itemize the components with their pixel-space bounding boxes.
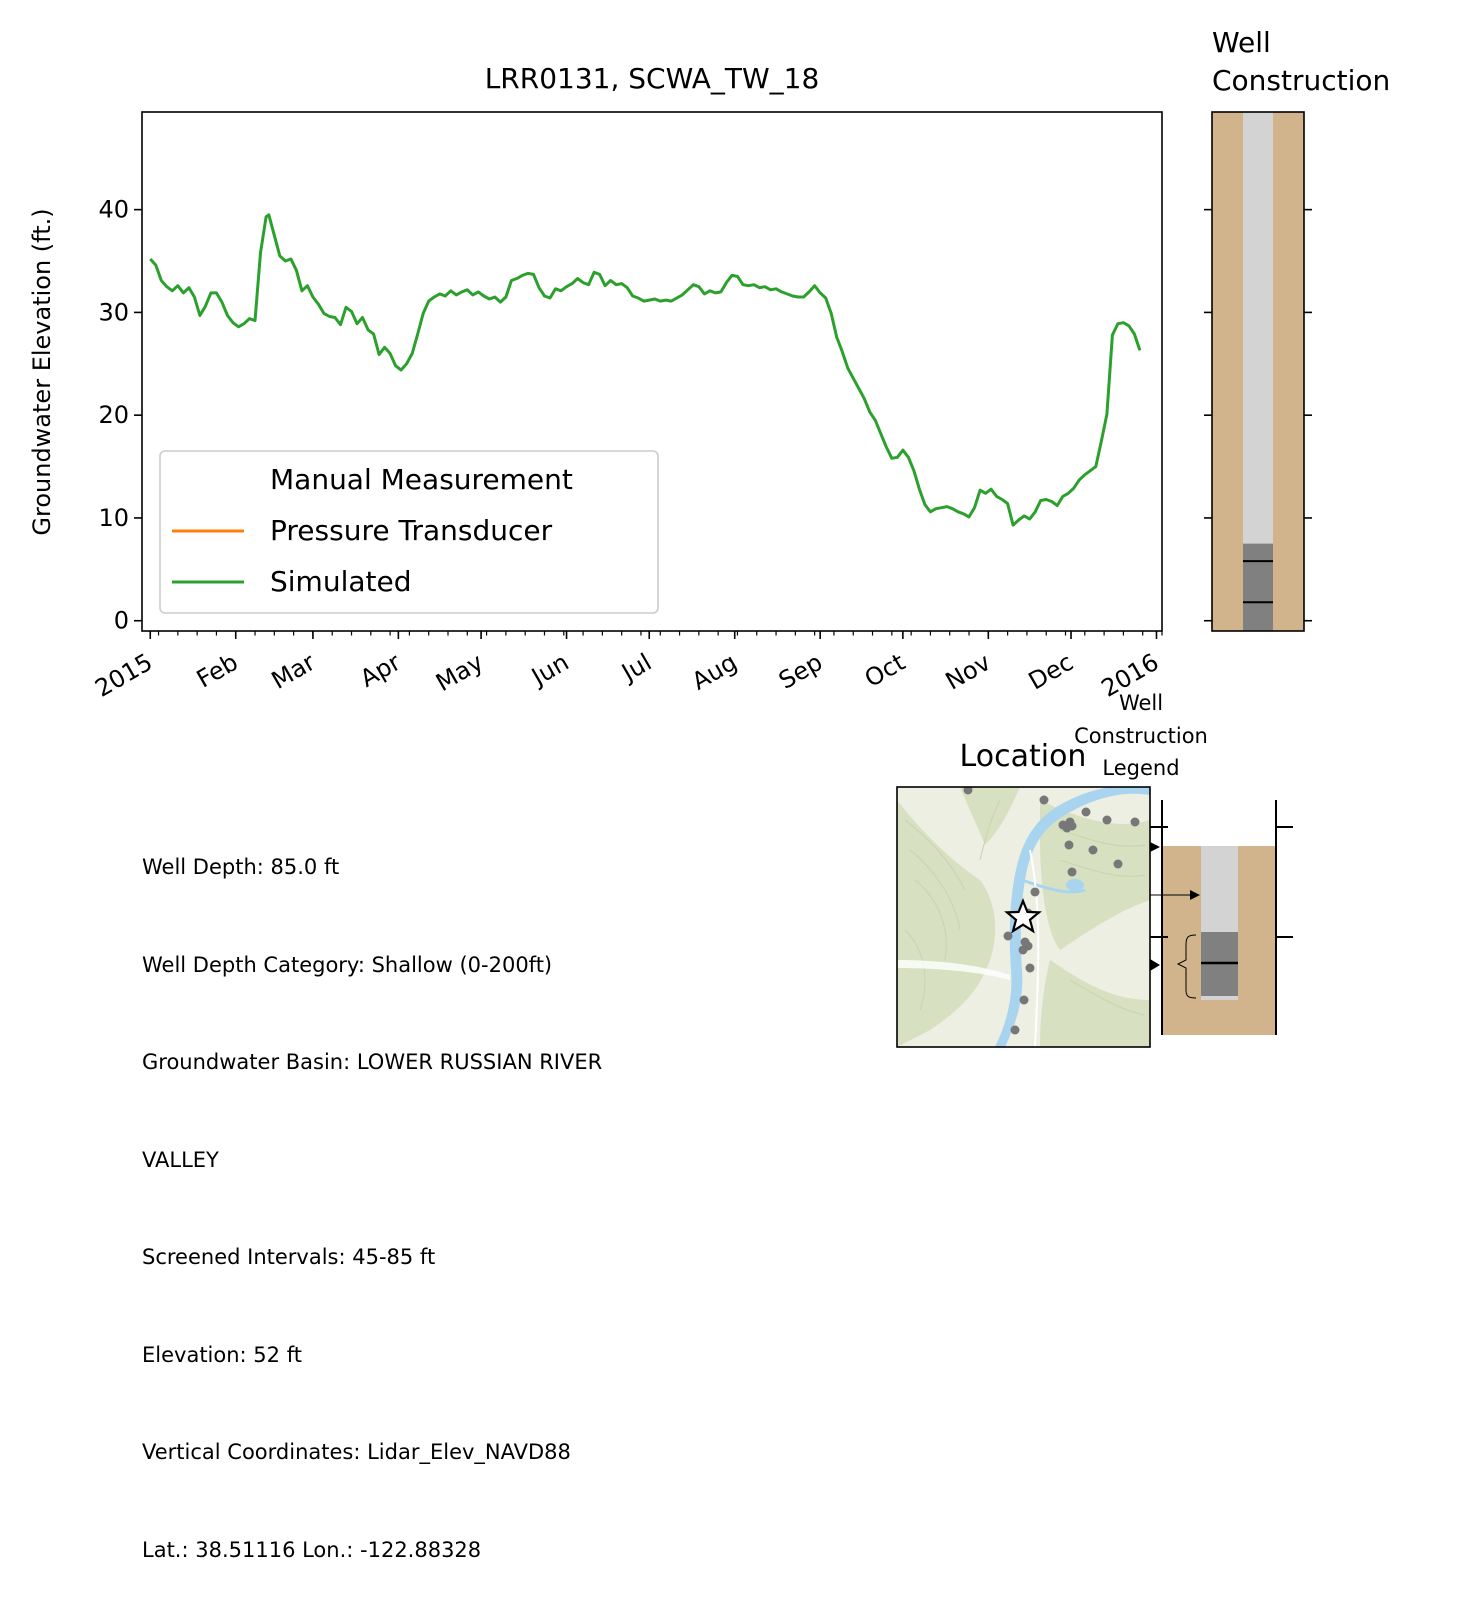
y-tick-label: 0	[114, 607, 129, 635]
map-point	[1003, 931, 1013, 941]
info-elevation: Elevation: 52 ft	[142, 1342, 302, 1367]
x-tick-label: Apr	[355, 648, 405, 693]
inset-title-line-3: Legend	[1102, 756, 1179, 780]
x-tick-label: Jul	[615, 648, 656, 688]
x-tick-label: Nov	[941, 648, 996, 696]
info-well-depth: Well Depth: 85.0 ft	[142, 855, 340, 879]
well-info: Well Depth: 85.0 ft Well Depth Category:…	[142, 786, 602, 1599]
x-tick-label: Aug	[687, 648, 742, 696]
map-point	[1062, 823, 1072, 833]
well-construction-title-line-1: Well	[1212, 26, 1271, 59]
x-tick-label: Mar	[267, 648, 320, 695]
legend-label: Simulated	[270, 565, 412, 598]
x-tick-label: Sep	[774, 648, 827, 695]
map-point	[1039, 795, 1049, 805]
well-y-ticks	[1204, 208, 1312, 622]
well-construction-legend: Well Construction Legend	[1074, 691, 1293, 1035]
legend-box	[159, 450, 659, 614]
info-vertical-coords: Vertical Coordinates: Lidar_Elev_NAVD88	[142, 1440, 571, 1464]
y-tick-label: 30	[98, 298, 129, 326]
legend-label: Pressure Transducer	[270, 514, 553, 547]
info-lat-lon: Lat.: 38.51116 Lon.: -122.88328	[142, 1537, 482, 1562]
x-tick-label: Dec	[1024, 648, 1078, 695]
well-construction-panel: Well Construction	[1204, 26, 1390, 632]
map-point	[1030, 887, 1040, 897]
map-point	[1067, 867, 1077, 877]
map-point	[963, 787, 973, 795]
series-layer	[149, 213, 1142, 527]
star-marker	[1004, 898, 1042, 934]
inset-title-line-2: Construction	[1074, 724, 1208, 748]
map-point	[1113, 859, 1123, 869]
figure: LRR0131, SCWA_TW_18 Groundwater Elevatio…	[28, 26, 1390, 1048]
well-construction-title-line-2: Construction	[1212, 64, 1390, 97]
x-tick-label: May	[431, 648, 488, 697]
plot-frame	[141, 111, 1163, 632]
x-tick-label: Feb	[192, 648, 243, 693]
y-axis: 0 10 20 30 40	[98, 196, 142, 635]
map-point	[1102, 815, 1112, 825]
y-tick-label: 20	[98, 401, 129, 429]
x-tick-label: Jun	[525, 648, 573, 692]
info-basin-cont: VALLEY	[142, 1147, 219, 1172]
y-axis-label: Groundwater Elevation (ft.)	[28, 208, 56, 535]
screen-fill	[1243, 543, 1273, 631]
info-basin: Groundwater Basin: LOWER RUSSIAN RIVER	[142, 1050, 603, 1074]
map-point	[1130, 817, 1140, 827]
location-title: Location	[960, 739, 1087, 774]
x-axis: 2015 Feb Mar Apr May Jun Jul Aug Sep Oct Nov Dec 201…	[90, 631, 1163, 703]
map-point	[1018, 945, 1028, 955]
info-screened-intervals: Screened Intervals: 45-85 ft	[142, 1245, 436, 1269]
chart-title: LRR0131, SCWA_TW_18	[485, 62, 820, 95]
chart-legend: Manual Measurement Pressure Transducer Sim…	[159, 450, 659, 614]
map-point	[1088, 845, 1098, 855]
x-tick-label: Oct	[860, 648, 910, 693]
legend-label: Manual Measurement	[270, 463, 573, 496]
y-tick-label: 40	[98, 196, 129, 224]
map-point	[1025, 963, 1035, 973]
map-tiles	[897, 787, 1150, 1047]
map-frame	[896, 786, 1151, 1048]
map-point	[1010, 1025, 1020, 1035]
screen-marks	[1243, 560, 1273, 604]
x-tick-label: 2015	[90, 648, 157, 703]
location-map: Location	[896, 739, 1151, 1048]
info-depth-category: Well Depth Category: Shallow (0-200ft)	[142, 952, 553, 977]
y-tick-label: 10	[98, 504, 129, 532]
map-point	[1081, 807, 1091, 817]
well-frame	[1211, 111, 1305, 632]
inset-title-line-1: Well	[1119, 691, 1163, 715]
map-point	[1019, 995, 1029, 1005]
map-point	[1064, 840, 1074, 850]
series-line-simulated	[149, 213, 1142, 527]
